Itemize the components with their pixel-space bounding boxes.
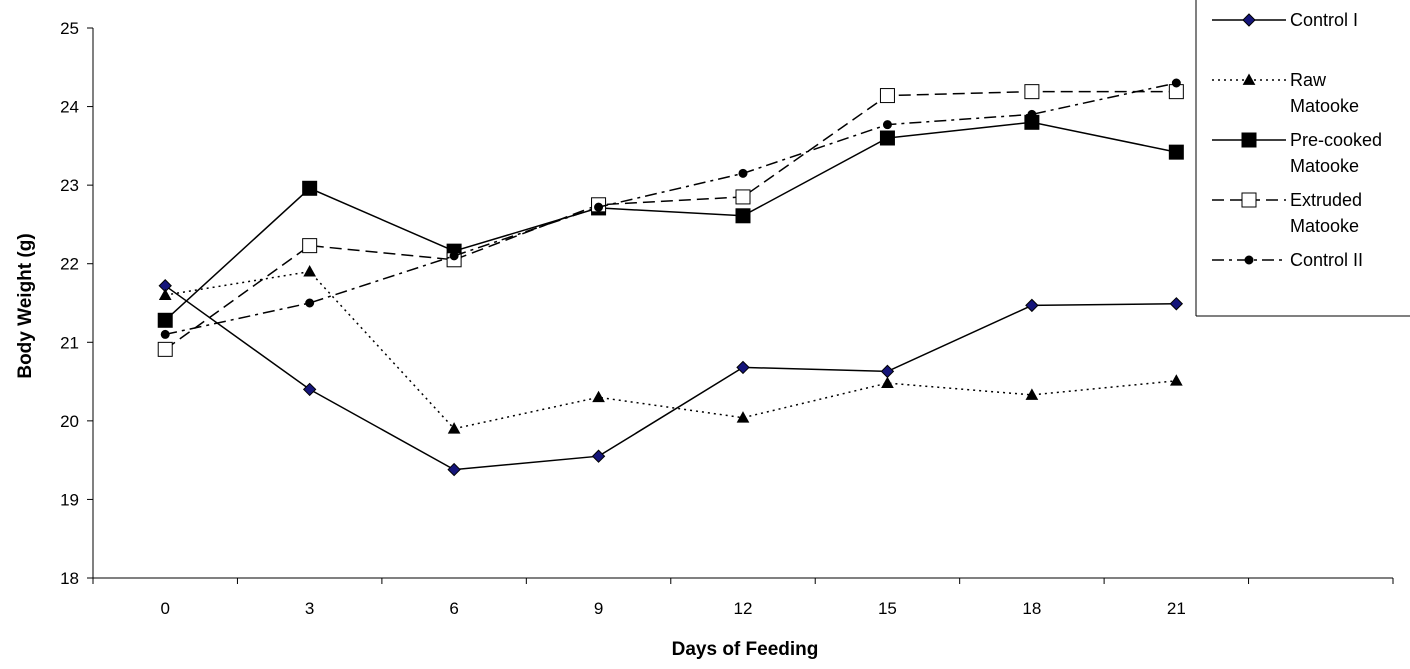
- series-line-control-ii: [165, 82, 1177, 336]
- x-tick-label: 0: [160, 599, 169, 618]
- data-point-control-i: [302, 382, 317, 397]
- data-point-control-ii: [449, 251, 459, 261]
- legend-label: Matooke: [1290, 216, 1359, 236]
- x-tick-label: 21: [1167, 599, 1186, 618]
- legend-item-control-i: Control I: [1212, 10, 1358, 30]
- data-point-control-i: [880, 364, 895, 379]
- y-tick-label: 23: [60, 176, 79, 195]
- data-point-control-ii: [1027, 109, 1037, 119]
- data-point-control-ii: [738, 168, 748, 178]
- data-point-raw-matooke: [736, 411, 750, 423]
- series-pre-cooked-matooke: [157, 114, 1184, 328]
- x-axis-title: Days of Feeding: [672, 639, 819, 660]
- data-point-control-ii: [882, 120, 892, 130]
- legend-item-pre-cooked-matooke: Pre-cooked Matooke: [1212, 130, 1382, 176]
- legend-item-extruded-matooke: Extruded Matooke: [1212, 190, 1362, 236]
- data-point-raw-matooke: [158, 288, 172, 301]
- legend-label: Pre-cooked: [1290, 130, 1382, 150]
- axes: 18 19 20 21 22 23 24 25 0 3 6 9 12 15 18 21: [60, 19, 1394, 618]
- data-point-extruded-matooke: [302, 238, 318, 254]
- data-point-control-i: [1025, 298, 1039, 313]
- x-tick-label: 9: [594, 599, 603, 618]
- series-raw-matooke: [158, 265, 1183, 434]
- data-point-extruded-matooke: [157, 341, 173, 357]
- data-point-raw-matooke: [303, 265, 317, 277]
- data-point-control-ii: [594, 202, 604, 212]
- series-lines: [157, 78, 1184, 477]
- y-tick-label: 19: [60, 490, 79, 509]
- legend-marker-icon: [1242, 73, 1256, 85]
- data-point-raw-matooke: [592, 390, 605, 403]
- y-tick-label: 22: [60, 255, 79, 274]
- legend-label: Matooke: [1290, 156, 1359, 176]
- series-line-raw-matooke: [165, 270, 1177, 430]
- series-control-i: [158, 279, 1184, 477]
- y-tick-label: 20: [60, 412, 79, 431]
- data-point-pre-cooked-matooke: [157, 312, 173, 328]
- y-tick-label: 18: [60, 569, 79, 588]
- data-point-control-i: [736, 360, 750, 375]
- data-point-raw-matooke: [1025, 388, 1039, 400]
- y-axis-title: Body Weight (g): [15, 233, 36, 378]
- data-point-pre-cooked-matooke: [302, 180, 318, 196]
- data-point-control-ii: [160, 329, 170, 339]
- legend: Control IRawMatookePre-cookedMatookeExtr…: [1195, 0, 1410, 317]
- x-tick-label: 12: [734, 599, 753, 618]
- x-tick-label: 3: [305, 599, 314, 618]
- data-point-control-ii: [1171, 78, 1181, 88]
- data-point-control-ii: [305, 298, 315, 308]
- y-tick-label: 21: [60, 333, 79, 352]
- data-point-pre-cooked-matooke: [1168, 144, 1184, 160]
- legend-marker-icon: [1241, 192, 1257, 208]
- series-line-extruded-matooke: [164, 90, 1177, 351]
- data-point-control-i: [447, 462, 461, 477]
- data-point-control-i: [591, 449, 606, 463]
- legend-marker-icon: [1244, 255, 1254, 265]
- legend-item-control-ii: Control II: [1212, 250, 1363, 270]
- data-point-extruded-matooke: [735, 189, 751, 205]
- data-point-raw-matooke: [1169, 374, 1183, 386]
- legend-item-raw-matooke: Raw Matooke: [1212, 70, 1359, 116]
- legend-label: Matooke: [1290, 96, 1359, 116]
- series-control-ii: [160, 78, 1181, 339]
- data-point-pre-cooked-matooke: [735, 208, 751, 224]
- series-line-pre-cooked-matooke: [164, 121, 1177, 321]
- legend-label: Extruded: [1290, 190, 1362, 210]
- data-point-extruded-matooke: [1024, 84, 1040, 100]
- series-line-control-i: [164, 285, 1177, 471]
- data-point-pre-cooked-matooke: [879, 130, 895, 146]
- y-tick-label: 25: [60, 19, 79, 38]
- legend-marker-icon: [1241, 132, 1257, 148]
- legend-label: Raw: [1290, 70, 1327, 90]
- data-point-raw-matooke: [447, 422, 461, 434]
- legend-marker-icon: [1242, 13, 1256, 27]
- x-tick-label: 18: [1022, 599, 1041, 618]
- data-point-raw-matooke: [881, 376, 894, 389]
- y-tick-label: 24: [60, 98, 79, 117]
- data-point-control-i: [1169, 297, 1184, 311]
- legend-label: Control II: [1290, 250, 1363, 270]
- legend-label: Control I: [1290, 10, 1358, 30]
- data-point-extruded-matooke: [879, 88, 895, 104]
- x-tick-label: 15: [878, 599, 897, 618]
- x-tick-label: 6: [449, 599, 458, 618]
